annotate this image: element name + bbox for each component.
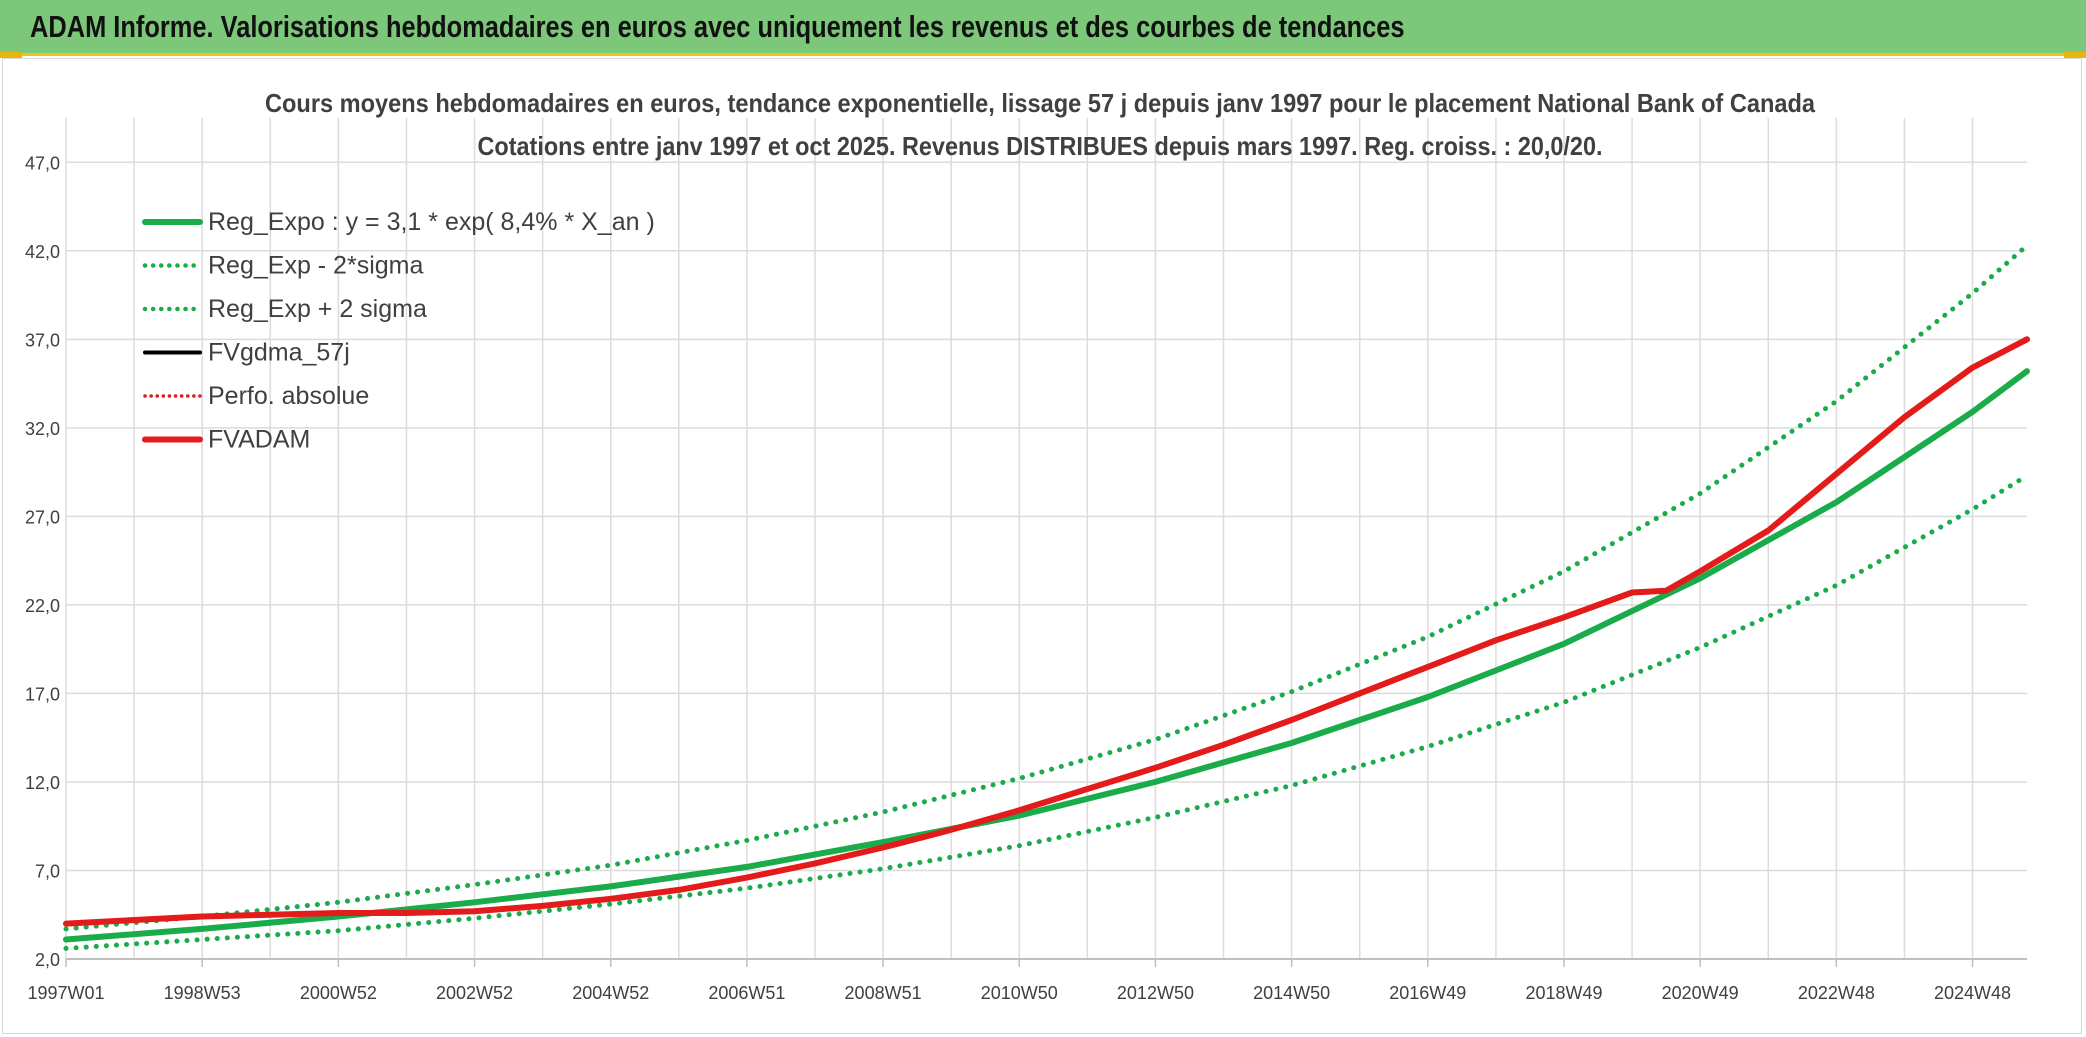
legend-label: Perfo. absolue xyxy=(208,382,369,410)
legend-label: FVgdma_57j xyxy=(208,339,350,367)
chart-series xyxy=(63,243,2030,951)
y-tick-label: 32,0 xyxy=(25,419,60,439)
x-tick-label: 2006W51 xyxy=(708,983,785,1003)
y-tick-label: 42,0 xyxy=(25,242,60,262)
y-tick-label: 27,0 xyxy=(25,507,60,527)
y-tick-label: 37,0 xyxy=(25,330,60,350)
banner-corner-left xyxy=(0,52,22,58)
x-tick-label: 2004W52 xyxy=(572,983,649,1003)
legend-label: Reg_Exp - 2*sigma xyxy=(208,252,423,280)
legend-label: FVADAM xyxy=(208,426,310,454)
chart-axes: 2,0 7,0 12,0 17,0 22,0 27,0 32,0 37,0 42,0 47,0 19… xyxy=(25,153,2027,1003)
x-tick-label: 2000W52 xyxy=(300,983,377,1003)
series-line-reg-minus-2sigma xyxy=(63,473,2030,951)
legend-label: Reg_Expo : y = 3,1 * exp( 8,4% * X_an ) xyxy=(208,208,655,236)
x-tick-label: 2012W50 xyxy=(1117,983,1194,1003)
x-tick-label: 2018W49 xyxy=(1525,983,1602,1003)
y-tick-label: 47,0 xyxy=(25,153,60,173)
chart-legend: Reg_Expo : y = 3,1 * exp( 8,4% * X_an ) R… xyxy=(142,208,655,454)
y-tick-label: 17,0 xyxy=(25,684,60,704)
legend-label: Reg_Exp + 2 sigma xyxy=(208,295,427,323)
x-tick-label: 2014W50 xyxy=(1253,983,1330,1003)
chart-grid xyxy=(65,118,2027,960)
x-tick-label: 2008W51 xyxy=(845,983,922,1003)
x-tick-label: 2016W49 xyxy=(1389,983,1466,1003)
x-tick-label: 1997W01 xyxy=(27,983,104,1003)
series-line-reg-expo xyxy=(63,368,2030,943)
x-tick-label: 2024W48 xyxy=(1934,983,2011,1003)
chart-subtitle: Cotations entre janv 1997 et oct 2025. R… xyxy=(478,131,1603,161)
banner-corner-right xyxy=(2064,52,2086,58)
series-line-fvadam xyxy=(63,336,2030,927)
y-tick-label: 2,0 xyxy=(35,950,60,970)
series-line-reg-plus-2sigma xyxy=(63,243,2030,932)
report-banner: ADAM Informe. Valorisations hebdomadaire… xyxy=(0,0,2086,56)
x-tick-label: 2010W50 xyxy=(981,983,1058,1003)
chart-title: Cours moyens hebdomadaires en euros, ten… xyxy=(265,88,1815,118)
y-tick-label: 22,0 xyxy=(25,596,60,616)
x-tick-label: 2002W52 xyxy=(436,983,513,1003)
y-tick-label: 12,0 xyxy=(25,773,60,793)
x-tick-label: 1998W53 xyxy=(164,983,241,1003)
x-tick-label: 2020W49 xyxy=(1662,983,1739,1003)
chart-frame xyxy=(2,58,2082,1034)
x-tick-label: 2022W48 xyxy=(1798,983,1875,1003)
y-tick-label: 7,0 xyxy=(35,861,60,881)
report-title: ADAM Informe. Valorisations hebdomadaire… xyxy=(30,9,1405,44)
